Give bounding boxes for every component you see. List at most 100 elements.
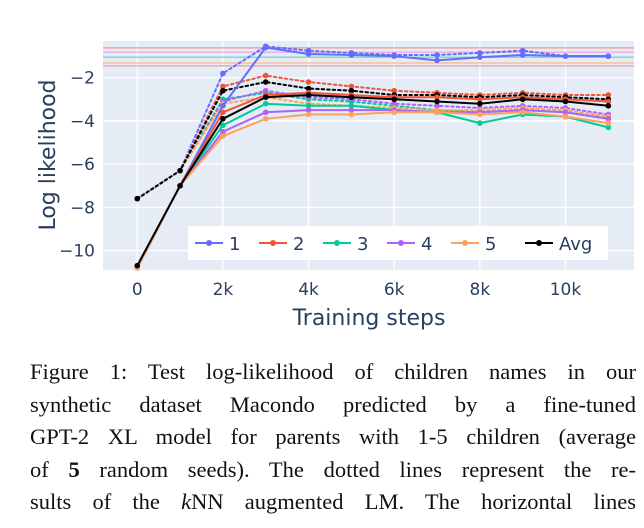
caption-line-2: synthetic dataset Macondo predicted by a… bbox=[30, 391, 636, 417]
knn-point-avg bbox=[305, 85, 312, 92]
series-point-4 bbox=[220, 128, 226, 135]
series-point-5 bbox=[562, 113, 569, 120]
x-tick-label: 6k bbox=[384, 280, 405, 300]
series-line-5 bbox=[136, 111, 609, 269]
legend-label-4: 4 bbox=[421, 234, 432, 255]
series-line-3 bbox=[136, 102, 609, 269]
knn-series-line-avg bbox=[136, 80, 610, 200]
series-point-3 bbox=[348, 103, 355, 109]
series-point-1 bbox=[605, 53, 612, 59]
y-tick-label: −8 bbox=[70, 198, 95, 218]
series-point-avg bbox=[262, 94, 269, 100]
series-point-3 bbox=[605, 124, 612, 131]
series-point-avg bbox=[177, 182, 183, 189]
series-point-3 bbox=[220, 122, 226, 129]
x-tick-label: 2k bbox=[213, 280, 234, 300]
series-point-1 bbox=[562, 53, 569, 59]
series-point-5 bbox=[305, 111, 312, 118]
series-point-1 bbox=[348, 52, 355, 58]
caption-line-3: GPT-2 XL model for parents with 1-5 chil… bbox=[30, 424, 636, 449]
series-point-1 bbox=[477, 54, 483, 61]
series-point-avg bbox=[220, 115, 226, 122]
line-chart: −2−4−6−8−10 0 2k 4k 6k 8k 10k Log likelihood … bbox=[36, 41, 634, 331]
legend-label-2: 2 bbox=[293, 234, 304, 255]
series-point-5 bbox=[391, 109, 397, 116]
caption-line-5: sults of the kNN augmented LM. The horiz… bbox=[30, 486, 636, 519]
series-line-4 bbox=[136, 109, 609, 269]
caption-bold-number: 5 bbox=[68, 456, 80, 482]
knn-point-2 bbox=[305, 79, 312, 85]
legend-marker-1 bbox=[206, 240, 212, 246]
knn-point-1 bbox=[477, 50, 483, 56]
series-point-3 bbox=[305, 103, 312, 109]
series-point-4 bbox=[348, 107, 355, 113]
series-point-4 bbox=[562, 109, 569, 116]
legend-marker-avg bbox=[536, 240, 542, 246]
series-point-avg bbox=[134, 262, 141, 269]
knn-series-line-2 bbox=[136, 74, 610, 200]
series-point-4 bbox=[262, 109, 269, 116]
series-point-1 bbox=[391, 53, 397, 59]
knn-point-avg bbox=[348, 87, 355, 94]
x-tick-label: 4k bbox=[298, 280, 319, 300]
series-point-1 bbox=[262, 44, 269, 51]
x-axis-label: Training steps bbox=[292, 306, 446, 331]
series-point-5 bbox=[348, 111, 355, 118]
legend-label-1: 1 bbox=[229, 234, 240, 255]
series-point-avg bbox=[519, 96, 526, 103]
legend-marker-5 bbox=[462, 240, 468, 246]
series-point-4 bbox=[305, 107, 312, 113]
caption-text: sults of the bbox=[30, 489, 182, 514]
knn-point-1 bbox=[434, 52, 440, 58]
legend-label-avg: Avg bbox=[559, 234, 592, 255]
series-point-avg bbox=[305, 92, 312, 98]
series-point-5 bbox=[220, 133, 226, 139]
y-tick-label: −2 bbox=[70, 69, 95, 89]
series-point-2 bbox=[434, 94, 440, 100]
y-tick-label: −10 bbox=[59, 242, 95, 262]
knn-point-1 bbox=[220, 70, 226, 77]
knn-series-line-1 bbox=[136, 45, 610, 200]
knn-series-line-5 bbox=[136, 96, 610, 200]
series-point-avg bbox=[605, 103, 612, 109]
knn-point-2 bbox=[262, 72, 269, 79]
y-tick-label: −6 bbox=[70, 155, 95, 175]
series-point-avg bbox=[477, 100, 483, 107]
caption-text: random seeds). The dotted lines represen… bbox=[79, 456, 636, 482]
caption-text: of bbox=[30, 456, 69, 482]
series-point-avg bbox=[391, 96, 397, 103]
series-point-2 bbox=[477, 96, 483, 103]
legend: 1 2 3 4 5 Avg bbox=[188, 226, 608, 260]
knn-point-4 bbox=[262, 87, 269, 94]
x-tick-label: 10k bbox=[550, 280, 582, 300]
legend-marker-2 bbox=[270, 240, 276, 246]
series-point-5 bbox=[519, 109, 526, 116]
series-point-1 bbox=[434, 57, 440, 64]
caption-line-4: of 5 random seeds). The dotted lines rep… bbox=[30, 454, 636, 487]
knn-point-4 bbox=[391, 100, 397, 107]
series-line-2 bbox=[136, 91, 609, 267]
y-tick-label: −4 bbox=[70, 112, 95, 132]
knn-point-1 bbox=[519, 47, 526, 54]
legend-marker-3 bbox=[334, 240, 340, 246]
series-point-4 bbox=[605, 115, 612, 122]
y-axis-label: Log likelihood bbox=[36, 79, 61, 230]
x-tick-label: 8k bbox=[470, 280, 491, 300]
knn-point-2 bbox=[391, 87, 397, 94]
knn-point-2 bbox=[348, 83, 355, 90]
series-point-2 bbox=[220, 109, 226, 116]
series-line-1 bbox=[136, 46, 609, 269]
knn-point-avg bbox=[177, 167, 183, 174]
legend-label-3: 3 bbox=[357, 234, 368, 255]
legend-label-5: 5 bbox=[485, 234, 496, 255]
knn-series-line-4 bbox=[136, 89, 610, 200]
legend-marker-4 bbox=[398, 240, 404, 246]
series-point-5 bbox=[605, 120, 612, 126]
caption-italic-k: k bbox=[181, 489, 192, 514]
caption-line-1: Figure 1: Test log-likelihood of childre… bbox=[30, 359, 636, 384]
knn-point-2 bbox=[220, 83, 226, 90]
series-point-2 bbox=[605, 98, 612, 105]
series-point-1 bbox=[519, 52, 526, 58]
series-point-3 bbox=[262, 100, 269, 107]
series-point-5 bbox=[434, 109, 440, 116]
